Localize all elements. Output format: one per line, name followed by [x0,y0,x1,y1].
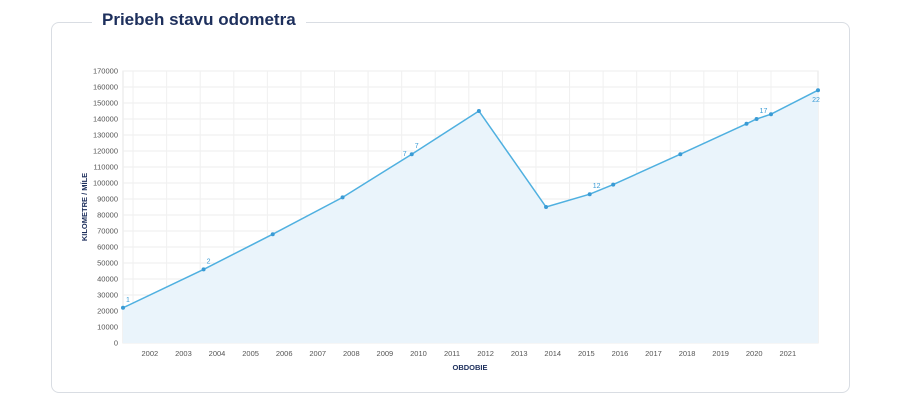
data-point [201,267,206,272]
y-tick-label: 110000 [94,163,118,172]
data-point [816,88,820,93]
data-point [476,109,481,113]
y-tick-label: 90000 [97,195,118,204]
y-tick-label: 130000 [93,131,118,140]
y-tick-label: 50000 [97,259,118,268]
x-tick-label: 2007 [309,349,326,358]
point-label: 7 [415,143,419,150]
x-tick-label: 2009 [377,349,394,358]
y-tick-label: 60000 [97,243,118,252]
x-tick-label: 2006 [276,349,293,358]
y-tick-label: 160000 [93,83,118,92]
x-tick-label: 2008 [343,349,360,358]
data-point [340,195,345,200]
x-tick-label: 2014 [544,349,561,358]
x-tick-label: 2002 [142,349,159,358]
data-point [744,121,749,126]
page-title: Priebeh stavu odometra [92,10,306,30]
data-point [544,205,549,209]
y-axis-label: KILOMETRE / MÍLE [80,173,89,241]
y-tick-label: 30000 [97,291,118,300]
y-tick-label: 150000 [93,99,118,108]
data-point [611,182,616,187]
data-point [270,232,275,237]
y-tick-label: 120000 [93,147,118,156]
data-point [121,305,125,310]
point-label: 17 [760,108,768,115]
x-tick-label: 2012 [477,349,494,358]
data-point [768,112,773,117]
y-tick-label: 40000 [97,275,118,284]
x-tick-label: 2015 [578,349,595,358]
y-tick-label: 80000 [97,211,118,220]
point-label: 12 [593,183,601,190]
data-point [409,152,414,157]
y-tick-label: 70000 [97,227,118,236]
y-tick-label: 140000 [93,115,118,124]
x-tick-label: 2019 [712,349,729,358]
area-fill [123,90,818,343]
point-label: 7 [403,151,407,158]
y-tick-label: 10000 [97,323,118,332]
x-tick-label: 2004 [209,349,226,358]
x-tick-label: 2003 [175,349,192,358]
x-tick-label: 2011 [444,349,460,358]
x-tick-label: 2013 [511,349,528,358]
x-tick-label: 2020 [746,349,763,358]
y-tick-label: 0 [114,339,118,348]
y-tick-label: 170000 [93,67,118,76]
point-label: 1 [126,297,130,304]
x-tick-label: 2018 [679,349,696,358]
data-point [587,192,592,197]
data-point [678,152,683,157]
x-tick-label: 2017 [645,349,662,358]
x-tick-label: 2010 [410,349,427,358]
x-tick-label: 2021 [779,349,796,358]
point-label: 2 [207,258,211,265]
chart-card [51,22,850,393]
point-label: 22 [812,97,820,104]
data-point [754,117,759,121]
y-tick-label: 20000 [97,307,118,316]
x-tick-label: 2016 [612,349,629,358]
y-tick-label: 100000 [93,179,118,188]
x-tick-label: 2005 [242,349,259,358]
x-axis-label: OBDOBIE [452,363,487,372]
